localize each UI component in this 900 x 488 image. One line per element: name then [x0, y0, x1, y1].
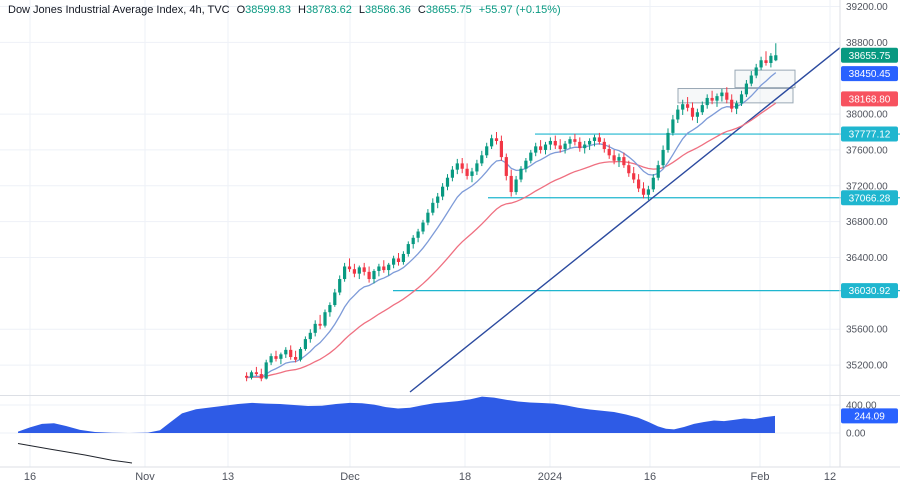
price-badge: 38655.75 [841, 47, 898, 63]
svg-text:16: 16 [24, 471, 36, 483]
svg-text:36400.00: 36400.00 [846, 253, 888, 264]
price-badge: 38168.80 [841, 91, 898, 107]
svg-text:38168.80: 38168.80 [849, 94, 891, 105]
moving-averages-layer [246, 72, 777, 379]
svg-text:Feb: Feb [751, 471, 770, 483]
svg-text:Dec: Dec [340, 471, 360, 483]
svg-text:35600.00: 35600.00 [846, 325, 888, 336]
svg-text:12: 12 [824, 471, 836, 483]
ohlc-open-value: 38599.83 [245, 4, 292, 16]
svg-text:37200.00: 37200.00 [846, 181, 888, 192]
svg-text:39200.00: 39200.00 [846, 2, 888, 13]
svg-text:35200.00: 35200.00 [846, 361, 888, 372]
svg-text:38655.75: 38655.75 [849, 51, 891, 62]
svg-text:Nov: Nov [135, 471, 155, 483]
svg-text:36800.00: 36800.00 [846, 217, 888, 228]
indicator-layer [17, 396, 775, 464]
ohlc-high: H 38783.62 [298, 4, 352, 16]
ohlc-close-label: C [417, 4, 426, 16]
price-badge: 36030.92 [841, 283, 898, 299]
ohlc-high-value: 38783.62 [305, 4, 352, 16]
svg-text:36030.92: 36030.92 [849, 286, 891, 297]
svg-text:38800.00: 38800.00 [846, 38, 888, 49]
svg-text:37066.28: 37066.28 [849, 193, 891, 204]
svg-text:16: 16 [644, 471, 656, 483]
svg-text:38000.00: 38000.00 [846, 110, 888, 121]
time-axis[interactable] [0, 467, 900, 488]
price-badge: 244.09 [841, 408, 898, 424]
change-value: +55.97 (+0.15%) [478, 4, 561, 16]
ohlc-close-value: 38655.75 [425, 4, 472, 16]
symbol-title[interactable]: Dow Jones Industrial Average Index, 4h, … [8, 4, 230, 16]
ohlc-low: L 38586.36 [359, 4, 411, 16]
ohlc-close: C 38655.75 [418, 4, 472, 16]
svg-text:38450.45: 38450.45 [849, 69, 891, 80]
ohlc-open-label: O [236, 4, 246, 16]
svg-text:13: 13 [222, 471, 234, 483]
svg-text:18: 18 [459, 471, 471, 483]
ohlc-low-value: 38586.36 [364, 4, 411, 16]
price-axis[interactable] [840, 0, 900, 467]
grid-layer [0, 0, 840, 467]
svg-text:37777.12: 37777.12 [849, 130, 891, 141]
svg-text:400.00: 400.00 [846, 401, 877, 412]
ohlc-low-label: L [358, 4, 365, 16]
candles-layer [245, 43, 778, 382]
separators-layer [0, 0, 900, 468]
svg-text:0.00: 0.00 [846, 429, 866, 440]
symbol-legend[interactable]: Dow Jones Industrial Average Index, 4h, … [8, 4, 561, 16]
ohlc-high-label: H [298, 4, 306, 16]
ohlc-open: O 38599.83 [237, 4, 291, 16]
svg-text:244.09: 244.09 [854, 411, 885, 422]
price-badge: 37066.28 [841, 190, 898, 206]
price-badge: 37777.12 [841, 126, 898, 142]
price-badge: 38450.45 [841, 66, 898, 82]
svg-text:37600.00: 37600.00 [846, 145, 888, 156]
svg-text:2024: 2024 [538, 471, 562, 483]
drawings-layer [393, 47, 900, 393]
axes-layer: 39200.00 38800.00 38000.00 37600.00 37200.00… [24, 2, 898, 483]
